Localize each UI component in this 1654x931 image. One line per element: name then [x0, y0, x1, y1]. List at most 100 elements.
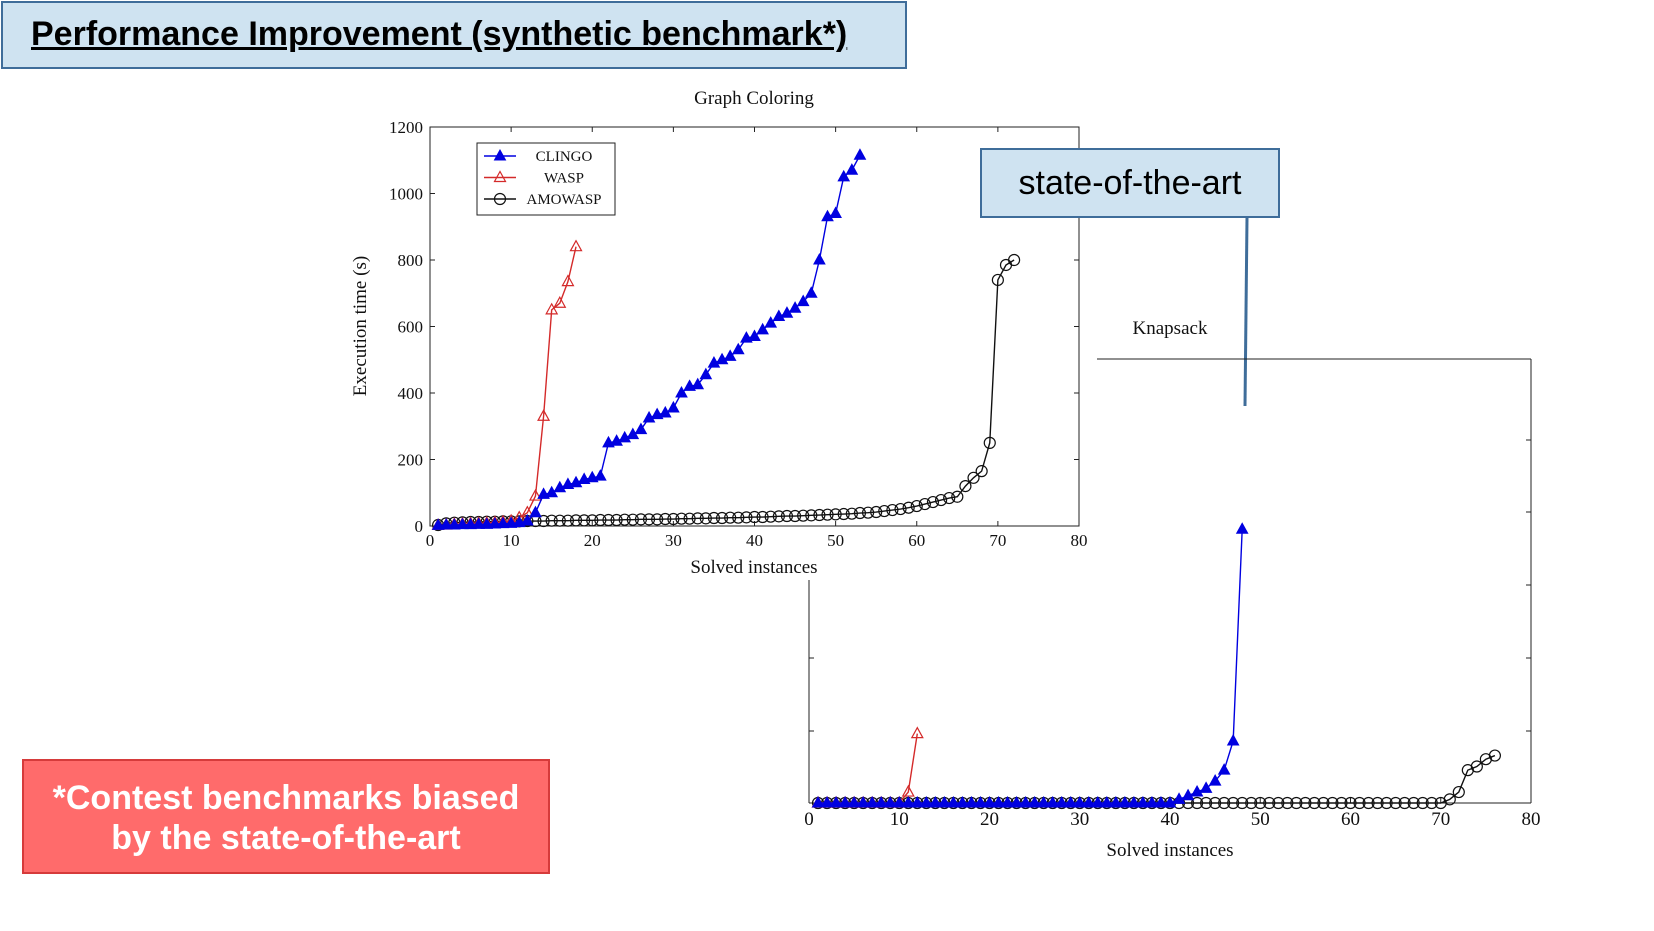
legend-marker-wasp — [493, 170, 507, 183]
legend-marker-clingo — [493, 148, 507, 161]
knap-point-amowasp — [1272, 796, 1285, 810]
gc-point-clingo — [569, 475, 583, 488]
knap-point-amowasp — [1425, 796, 1438, 810]
graph-coloring-chart: Graph Coloring 0 10 20 30 40 50 60 70 8002004006… — [350, 80, 1097, 580]
gc-xtick-label: 0 — [426, 531, 435, 550]
gc-point-amowasp — [772, 510, 785, 523]
graph-coloring-title: Graph Coloring — [694, 88, 814, 109]
gc-point-amowasp — [667, 512, 680, 526]
gc-point-clingo — [853, 148, 867, 160]
gc-point-clingo — [521, 513, 534, 526]
gc-point-amowasp — [788, 509, 802, 523]
knap-point-clingo — [992, 795, 1005, 808]
gc-point-clingo — [642, 410, 656, 423]
gc-point-clingo — [707, 356, 721, 368]
knap-point-amowasp — [1371, 796, 1384, 810]
note-line-1: *Contest benchmarks biased — [52, 779, 520, 817]
bias-note-box: *Contest benchmarks biased by the state-… — [22, 759, 550, 874]
knap-point-amowasp — [1308, 796, 1321, 810]
knap-point-clingo — [1082, 795, 1096, 808]
gc-point-amowasp — [845, 507, 858, 520]
gc-point-amowasp — [967, 471, 980, 484]
knap-point-clingo — [811, 795, 825, 808]
gc-xtick-label: 40 — [746, 531, 763, 550]
gc-point-clingo — [715, 352, 729, 365]
gc-series-clingo — [431, 148, 867, 530]
knap-point-amowasp — [1470, 760, 1483, 773]
gc-point-clingo — [431, 518, 445, 530]
knap-point-clingo — [1145, 795, 1159, 808]
gc-point-clingo — [837, 169, 851, 182]
gc-xtick-label: 50 — [827, 531, 844, 550]
knap-point-amowasp — [1218, 796, 1231, 810]
gc-point-clingo — [447, 517, 461, 530]
gc-point-clingo — [488, 516, 502, 529]
gc-point-wasp — [528, 488, 542, 501]
gc-point-amowasp — [659, 512, 672, 526]
knap-point-clingo — [1019, 795, 1032, 808]
knap-point-amowasp — [1353, 796, 1366, 810]
gc-point-clingo — [634, 422, 648, 435]
knap-xtick-label: 50 — [1251, 809, 1270, 830]
gc-point-amowasp — [870, 505, 883, 519]
gc-ytick-label: 1000 — [389, 185, 423, 204]
gc-ytick-label: 600 — [398, 318, 424, 337]
knap-point-clingo — [847, 795, 861, 808]
gc-point-clingo — [472, 517, 486, 529]
knap-point-amowasp — [1344, 796, 1357, 810]
knap-point-clingo — [865, 795, 879, 808]
gc-point-amowasp — [780, 509, 794, 523]
gc-point-amowasp — [569, 514, 583, 527]
slide-title-box: Performance Improvement (synthetic bench… — [1, 1, 907, 69]
gc-xtick-label: 10 — [503, 531, 520, 550]
legend-label-wasp: WASP — [544, 171, 584, 187]
knap-point-amowasp — [1199, 796, 1213, 810]
knap-point-clingo — [901, 795, 915, 808]
knap-point-clingo — [1010, 795, 1023, 808]
gc-point-clingo — [618, 430, 632, 443]
knap-series-clingo — [811, 522, 1249, 808]
gc-point-clingo — [748, 329, 761, 341]
gc-point-clingo — [772, 309, 786, 322]
gc-xtick-label: 30 — [665, 531, 682, 550]
gc-point-clingo — [504, 516, 518, 528]
gc-point-amowasp — [764, 510, 777, 523]
knap-point-clingo — [1118, 795, 1132, 808]
gc-ytick-label: 800 — [398, 251, 424, 270]
knap-point-amowasp — [1326, 796, 1339, 810]
gc-point-wasp — [545, 302, 559, 315]
gc-point-clingo — [845, 163, 859, 175]
gc-ytick-label: 1200 — [389, 118, 423, 137]
knap-point-clingo — [965, 795, 978, 808]
gc-ytick-label: 400 — [398, 384, 424, 403]
state-of-the-art-callout: state-of-the-art — [980, 148, 1280, 218]
graph-coloring-ylabel: Execution time (s) — [350, 256, 371, 396]
gc-point-amowasp — [545, 514, 558, 527]
knap-point-amowasp — [1407, 796, 1420, 810]
knap-point-amowasp — [1236, 796, 1249, 810]
knap-point-clingo — [947, 795, 960, 808]
gc-point-clingo — [529, 505, 542, 518]
gc-point-clingo — [675, 385, 688, 398]
gc-point-clingo — [731, 342, 745, 355]
knap-point-amowasp — [1380, 796, 1393, 810]
knap-point-clingo — [1064, 795, 1078, 808]
gc-point-wasp — [561, 274, 575, 287]
knap-point-clingo — [974, 795, 987, 808]
gc-point-amowasp — [829, 508, 842, 521]
gc-point-amowasp — [602, 513, 615, 527]
gc-point-clingo — [456, 517, 469, 530]
gc-point-clingo — [464, 517, 477, 530]
knap-point-clingo — [1190, 785, 1204, 797]
gc-point-wasp — [569, 239, 583, 252]
knap-point-amowasp — [1263, 796, 1276, 810]
gc-point-amowasp — [748, 510, 761, 524]
knap-point-amowasp — [1245, 796, 1258, 810]
gc-point-amowasp — [934, 493, 948, 507]
knap-point-amowasp — [1362, 796, 1375, 810]
knap-point-clingo — [829, 795, 843, 808]
knap-point-amowasp — [1488, 749, 1502, 762]
knap-point-amowasp — [1209, 796, 1222, 810]
graph-coloring-xlabel: Solved instances — [690, 557, 817, 578]
gc-point-amowasp — [943, 491, 956, 505]
